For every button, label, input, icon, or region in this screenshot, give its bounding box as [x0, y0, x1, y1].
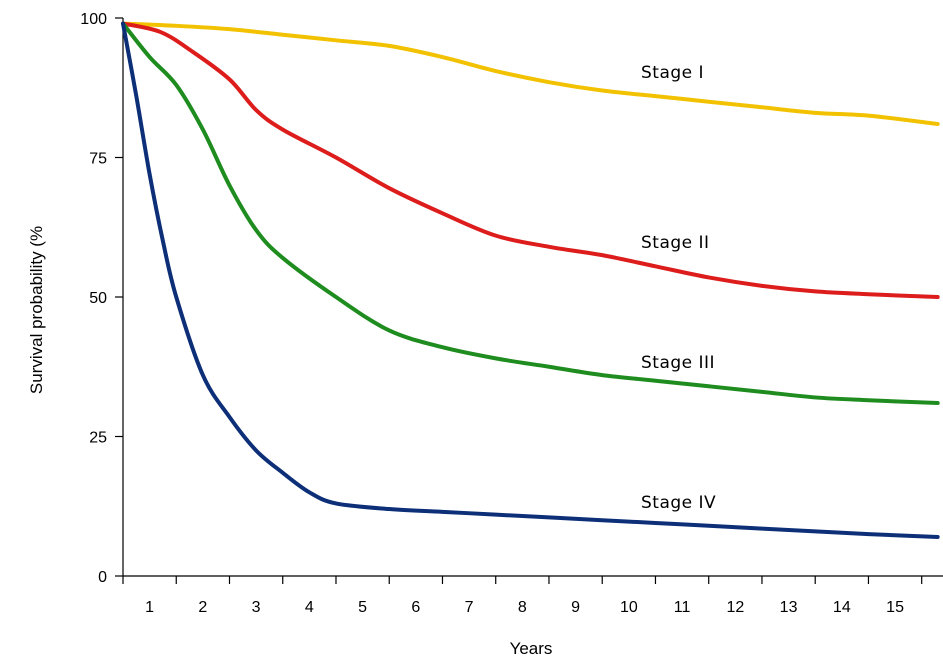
x-tick-label: 15 [886, 599, 904, 616]
x-tick-label: 2 [198, 599, 207, 616]
series-label-stage-i: Stage I [641, 63, 704, 83]
x-tick-label: 4 [305, 599, 314, 616]
x-tick-label: 10 [620, 599, 638, 616]
x-tick-label: 11 [674, 599, 691, 616]
x-tick-label: 7 [465, 599, 474, 616]
x-tick-label: 9 [571, 599, 580, 616]
x-tick-label: 14 [833, 599, 851, 616]
x-tick-label: 6 [411, 599, 420, 616]
x-tick-label: 12 [726, 599, 744, 616]
x-tick-label: 5 [358, 599, 367, 616]
x-tick-label: 3 [252, 599, 261, 616]
y-tick-label: 0 [98, 569, 107, 586]
y-tick-label: 25 [89, 430, 107, 447]
series-label-stage-ii: Stage II [641, 233, 710, 253]
series-line-stage-iii [121, 21, 940, 406]
x-ticks: 1 2 3 4 5 6 7 8 9 10 11 12 13 14 15 [122, 576, 923, 616]
x-tick-label: 13 [780, 599, 798, 616]
series-line-stage-ii [121, 21, 940, 299]
series-lines [121, 21, 940, 539]
series-line-stage-iv [121, 21, 940, 539]
series-line-stage-i [121, 21, 940, 127]
series-labels: Stage I Stage II Stage III Stage IV [641, 63, 716, 513]
x-axis-title: Years [510, 639, 553, 658]
series-label-stage-iv: Stage IV [641, 493, 716, 513]
y-axis-title: Survival probability (% [27, 226, 46, 394]
axes [122, 18, 943, 577]
y-tick-label: 50 [89, 290, 107, 307]
x-tick-label: 1 [145, 599, 154, 616]
y-tick-label: 75 [89, 151, 107, 168]
series-label-stage-iii: Stage III [641, 353, 715, 373]
y-ticks: 0 25 50 75 100 [80, 11, 123, 586]
y-tick-label: 100 [80, 11, 107, 28]
x-tick-label: 8 [518, 599, 527, 616]
